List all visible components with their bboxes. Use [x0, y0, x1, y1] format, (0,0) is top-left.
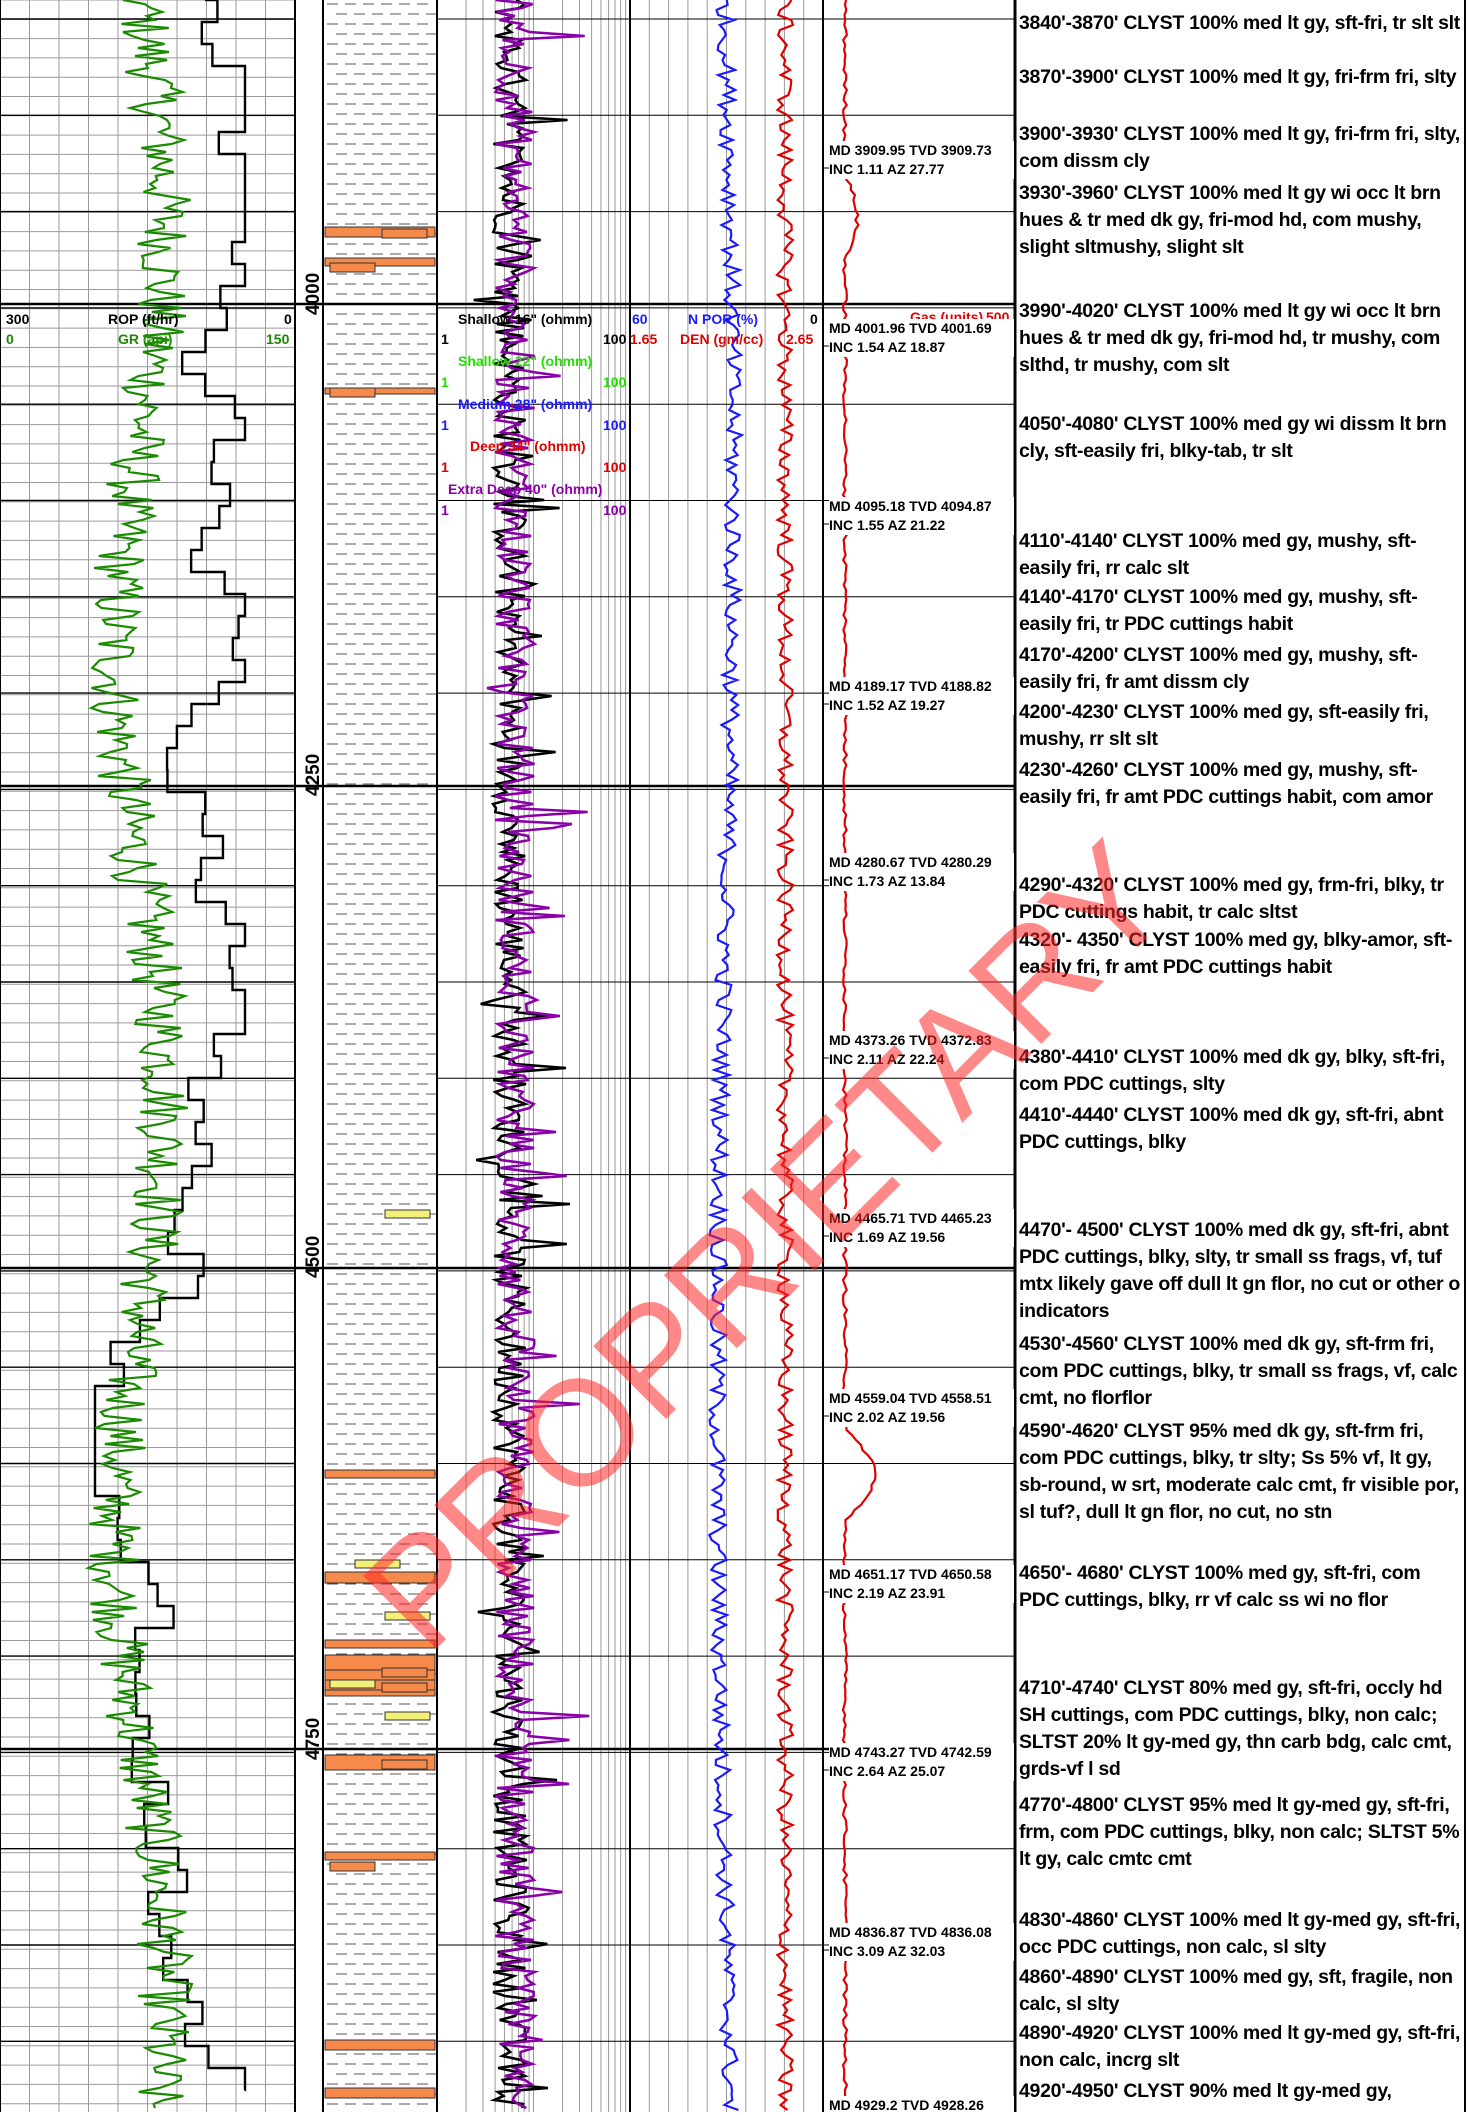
sandstone-bed [324, 257, 436, 267]
depth-label-4500: 4500 [303, 1235, 324, 1278]
sandstone-bed [324, 1571, 436, 1584]
lithology-description: 4380'-4410' CLYST 100% med dk gy, blky, … [1019, 1046, 1445, 1095]
lithology-description: 3840'-3870' CLYST 100% med lt gy, sft-fr… [1019, 12, 1460, 34]
npor-title: N POR (%) [688, 311, 758, 327]
rop-min-label: 300 [6, 311, 30, 327]
neutron-porosity-curve [707, 0, 745, 2112]
gr-min-label: 0 [6, 331, 14, 347]
res-shallow16-title: Shallow 16" (ohmm) [458, 311, 593, 327]
res-shallow16-min: 1 [441, 331, 449, 347]
sandstone-bed [324, 2087, 436, 2099]
lithology-description: 4410'-4440' CLYST 100% med dk gy, sft-fr… [1019, 1104, 1444, 1153]
lithology-description: 4170'-4200' CLYST 100% med gy, mushy, sf… [1019, 644, 1418, 693]
lithology-description: 4470'- 4500' CLYST 100% med dk gy, sft-f… [1019, 1219, 1461, 1322]
rop-max-label: 0 [284, 311, 292, 327]
lithology-description: 4320'- 4350' CLYST 100% med gy, blky-amo… [1019, 929, 1453, 978]
den-title: DEN (gm/cc) [680, 331, 764, 347]
siltstone-bed [384, 1711, 431, 1721]
sandstone-bed [324, 226, 436, 238]
lithology-description: 4860'-4890' CLYST 100% med gy, sft, frag… [1019, 1966, 1453, 2015]
lithology-column [323, 0, 437, 2112]
npor-min-label: 0 [810, 311, 818, 327]
sandstone-bed [324, 2039, 436, 2051]
sandstone-bed [324, 1679, 436, 1691]
lithology-description: 3990'-4020' CLYST 100% med lt gy wi occ … [1019, 300, 1441, 376]
lithology-description: 3900'-3930' CLYST 100% med lt gy, fri-fr… [1019, 123, 1460, 172]
res-shallow22-max: 100 [603, 374, 627, 390]
sandstone-bed [329, 387, 376, 398]
survey-label: MD 4465.71 TVD 4465.23 INC 1.69 AZ 19.56 [829, 1209, 1014, 1247]
lithology-description: 3930'-3960' CLYST 100% med lt gy wi occ … [1019, 182, 1441, 258]
survey-label: MD 4189.17 TVD 4188.82 INC 1.52 AZ 19.27 [829, 677, 1014, 715]
survey-label: MD 4280.67 TVD 4280.29 INC 1.73 AZ 13.84 [829, 853, 1014, 891]
den-max-label: 2.65 [786, 331, 814, 347]
survey-label: MD 4095.18 TVD 4094.87 INC 1.55 AZ 21.22 [829, 497, 1014, 535]
lithology-description: 4920'-4950' CLYST 90% med lt gy-med gy, [1019, 2080, 1392, 2102]
siltstone-bed [384, 1209, 431, 1219]
depth-label-4000: 4000 [303, 272, 324, 315]
siltstone-bed [384, 1611, 431, 1621]
sandstone-bed [324, 1469, 436, 1479]
survey-label: MD 4743.27 TVD 4742.59 INC 2.64 AZ 25.07 [829, 1743, 1014, 1781]
res-extradeep40-min: 1 [441, 502, 449, 518]
den-min-label: 1.65 [630, 331, 658, 347]
npor-max-label: 60 [632, 311, 648, 327]
lithology-description: 4770'-4800' CLYST 95% med lt gy-med gy, … [1019, 1794, 1460, 1870]
survey-label: MD 4001.96 TVD 4001.69 INC 1.54 AZ 18.87 [829, 319, 1014, 357]
lithology-description: 4710'-4740' CLYST 80% med gy, sft-fri, o… [1019, 1677, 1452, 1780]
survey-label: MD 4929.2 TVD 4928.26 [829, 2096, 1014, 2115]
depth-label-4750: 4750 [303, 1717, 324, 1760]
rop-title: ROP (ft/hr) [108, 311, 179, 327]
res-shallow22-title: Shallow 22" (ohmm) [458, 353, 593, 369]
survey-label: MD 4373.26 TVD 4372.83 INC 2.11 AZ 22.24 [829, 1031, 1014, 1069]
res-extradeep40-max: 100 [603, 502, 627, 518]
survey-label: MD 4651.17 TVD 4650.58 INC 2.19 AZ 23.91 [829, 1565, 1014, 1603]
lithology-description: 4830'-4860' CLYST 100% med lt gy-med gy,… [1019, 1909, 1461, 1958]
gr-title: GR (api) [118, 331, 173, 347]
density-curve [774, 0, 796, 2111]
res-medium28-max: 100 [603, 417, 627, 433]
siltstone-bed [354, 1559, 401, 1569]
sandstone-bed [381, 228, 428, 239]
res-deep34-max: 100 [603, 459, 627, 475]
gr-max-label: 150 [266, 331, 290, 347]
res-extradeep40-title: Extra Deep 40" (ohmm) [448, 481, 603, 497]
res-deep34-title: Deep 34" (ohmm) [470, 438, 586, 454]
resistivity-extradeep40-curve [486, 0, 590, 2110]
depth-label-4250: 4250 [303, 753, 324, 796]
lithology-description: 4200'-4230' CLYST 100% med gy, sft-easil… [1019, 701, 1429, 750]
survey-label: MD 3909.95 TVD 3909.73 INC 1.11 AZ 27.77 [829, 141, 1014, 179]
lithology-description: 4590'-4620' CLYST 95% med dk gy, sft-frm… [1019, 1420, 1459, 1523]
sandstone-bed [324, 387, 436, 395]
res-medium28-min: 1 [441, 417, 449, 433]
res-medium28-title: Medium 28" (ohmm) [458, 396, 593, 412]
res-deep34-min: 1 [441, 459, 449, 475]
sandstone-bed [324, 1639, 436, 1649]
res-shallow16-max: 100 [603, 331, 627, 347]
lithology-description: 4110'-4140' CLYST 100% med gy, mushy, sf… [1019, 530, 1417, 579]
sandstone-bed [381, 1759, 428, 1770]
survey-label: MD 4836.87 TVD 4836.08 INC 3.09 AZ 32.03 [829, 1923, 1014, 1961]
rop-curve [93, 0, 247, 2092]
res-shallow22-min: 1 [441, 374, 449, 390]
sandstone-bed [329, 1861, 376, 1872]
gr-curve [84, 0, 195, 2109]
sandstone-bed [324, 1851, 436, 1861]
lithology-description: 4650'- 4680' CLYST 100% med gy, sft-fri,… [1019, 1562, 1421, 1611]
lithology-description: 4890'-4920' CLYST 100% med lt gy-med gy,… [1019, 2022, 1461, 2071]
lithology-description: 4290'-4320' CLYST 100% med gy, frm-fri, … [1019, 874, 1444, 923]
lithology-description: 3870'-3900' CLYST 100% med lt gy, fri-fr… [1019, 66, 1457, 88]
sandstone-bed [329, 262, 376, 273]
lithology-description: 4050'-4080' CLYST 100% med gy wi dissm l… [1019, 413, 1447, 462]
sandstone-bed [381, 1682, 428, 1693]
lithology-description: 4140'-4170' CLYST 100% med gy, mushy, sf… [1019, 586, 1418, 635]
lithology-description: 4530'-4560' CLYST 100% med dk gy, sft-fr… [1019, 1333, 1458, 1409]
survey-label: MD 4559.04 TVD 4558.51 INC 2.02 AZ 19.56 [829, 1389, 1014, 1427]
siltstone-bed [329, 1679, 376, 1689]
lithology-description: 4230'-4260' CLYST 100% med gy, mushy, sf… [1019, 759, 1433, 808]
sandstone-bed [381, 1667, 428, 1678]
